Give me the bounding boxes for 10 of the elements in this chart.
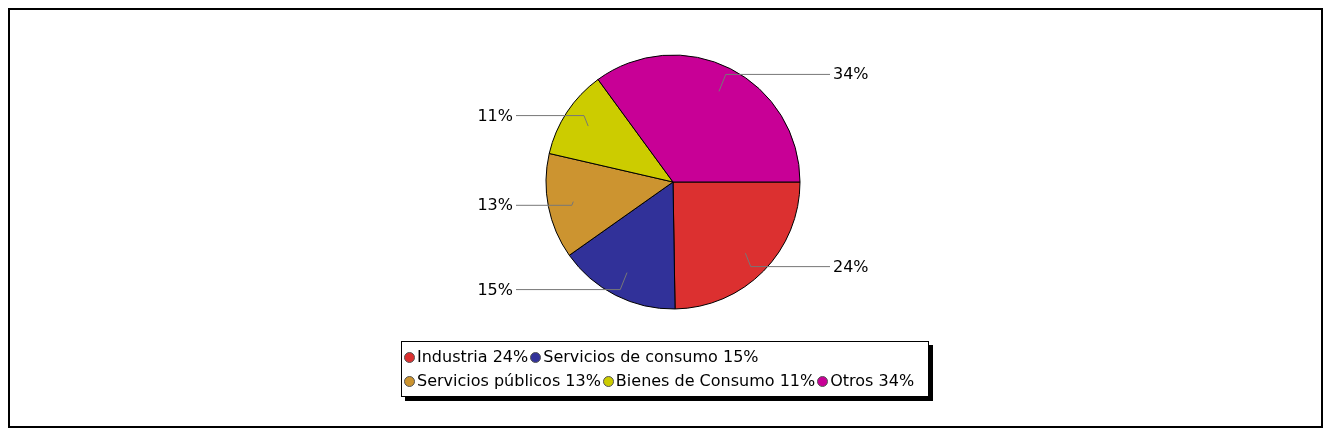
- legend-label: Otros 34%: [830, 370, 915, 392]
- data-label: 34%: [833, 64, 869, 84]
- legend-label: Servicios de consumo 15%: [543, 346, 759, 368]
- data-label: 24%: [833, 256, 869, 276]
- legend-label: Servicios públicos 13%: [417, 370, 601, 392]
- data-label: 11%: [477, 105, 513, 125]
- legend-label: Bienes de Consumo 11%: [615, 370, 816, 392]
- legend-label: Industria 24%: [417, 346, 529, 368]
- data-label: 13%: [477, 195, 513, 215]
- data-label: 15%: [477, 279, 513, 299]
